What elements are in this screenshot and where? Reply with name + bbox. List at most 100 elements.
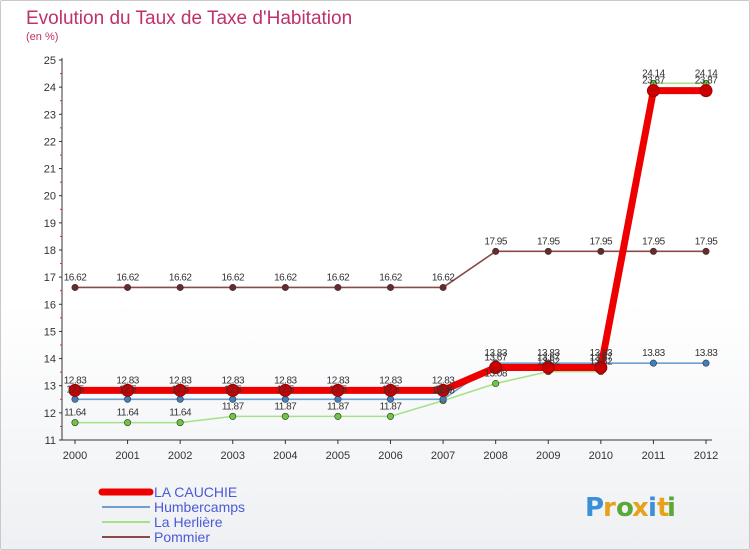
series-point xyxy=(702,247,710,255)
logo-letter: r xyxy=(603,493,616,523)
data-label: 12.5 xyxy=(329,384,347,395)
y-tick-label: 18 xyxy=(44,245,56,257)
data-label: 12.5 xyxy=(277,384,295,395)
data-label: 11.87 xyxy=(274,401,297,412)
series-point xyxy=(124,283,132,291)
logo-letter: P xyxy=(585,493,604,523)
data-label: 24.14 xyxy=(695,68,718,79)
series-layer xyxy=(68,79,713,427)
data-label: 13.83 xyxy=(695,348,718,359)
data-label: 16.62 xyxy=(221,272,244,283)
series-point xyxy=(226,383,240,397)
y-tick-label: 21 xyxy=(44,164,56,176)
data-label: 24.14 xyxy=(642,68,665,79)
y-tick-label: 14 xyxy=(44,354,56,366)
data-label: 11.64 xyxy=(117,408,140,419)
series-point xyxy=(594,361,608,375)
series-point xyxy=(176,395,184,403)
data-label: 16.62 xyxy=(64,272,87,283)
series-point xyxy=(597,247,605,255)
data-label: 12.83 xyxy=(432,375,455,386)
y-tick-label: 19 xyxy=(44,218,56,230)
series-point xyxy=(334,283,342,291)
series-point xyxy=(176,283,184,291)
data-label: 13.83 xyxy=(537,348,560,359)
data-label: 16.62 xyxy=(274,272,297,283)
data-label: 17.95 xyxy=(484,236,507,247)
data-label: 11.87 xyxy=(222,401,245,412)
series-point xyxy=(173,383,187,397)
data-label: 13.52 xyxy=(590,357,613,368)
series-point xyxy=(386,412,394,420)
data-label: 12.5 xyxy=(171,384,189,395)
y-tick-label: 23 xyxy=(44,109,56,121)
y-tick-label: 13 xyxy=(44,381,56,393)
y-tick-label: 11 xyxy=(45,435,56,447)
series-point xyxy=(439,283,447,291)
data-label: 17.95 xyxy=(695,236,718,247)
series-point xyxy=(278,383,292,397)
chart-title: Evolution du Taux de Taxe d'Habitation xyxy=(26,8,352,29)
y-tick-label: 15 xyxy=(44,326,56,338)
legend-label: LA CAUCHIE xyxy=(154,484,237,500)
series-point xyxy=(68,383,82,397)
series-point xyxy=(71,283,79,291)
series-point xyxy=(492,247,500,255)
data-labels: 12.83 12.83 12.83 12.83 12.83 12.83 12.83 12.83… xyxy=(64,68,719,419)
x-tick-label: 2006 xyxy=(378,450,402,462)
data-label: 13.67 xyxy=(590,353,613,364)
data-label: 12.5 xyxy=(382,384,400,395)
series-point xyxy=(436,383,450,397)
data-label: 23.87 xyxy=(642,76,665,87)
chart-subtitle: (en %) xyxy=(26,31,58,43)
x-tick-label: 2005 xyxy=(326,450,350,462)
data-label: 13.08 xyxy=(484,369,507,380)
data-label: 23.87 xyxy=(695,76,718,87)
logo-letter: i xyxy=(667,493,676,523)
series-line-2 xyxy=(74,82,707,424)
data-label: 13.83 xyxy=(590,348,613,359)
series-point xyxy=(71,395,79,403)
data-label: 12.45 xyxy=(432,386,455,397)
data-label: 13.67 xyxy=(484,353,507,364)
data-label: 13.83 xyxy=(642,348,665,359)
y-tick-label: 16 xyxy=(44,299,56,311)
y-tick-label: 20 xyxy=(44,191,56,203)
proxiti-logo: Pr ox i ti xyxy=(585,493,676,523)
data-label: 16.62 xyxy=(327,272,350,283)
data-label: 16.62 xyxy=(116,272,139,283)
x-tick-label: 2004 xyxy=(273,450,297,462)
data-label: 12.83 xyxy=(116,375,139,386)
x-tick-label: 2000 xyxy=(63,450,87,462)
data-label: 17.95 xyxy=(537,236,560,247)
series-point xyxy=(646,84,660,98)
y-tick-label: 25 xyxy=(44,55,56,67)
y-tick-label: 12 xyxy=(44,408,56,420)
x-tick-label: 2007 xyxy=(431,450,455,462)
series-point xyxy=(439,395,447,403)
series-point xyxy=(124,419,132,427)
series-point xyxy=(281,283,289,291)
series-point xyxy=(281,412,289,420)
series-point xyxy=(124,395,132,403)
y-tick-label: 24 xyxy=(44,82,56,94)
data-label: 12.5 xyxy=(224,384,242,395)
data-label: 11.64 xyxy=(169,408,192,419)
series-point xyxy=(176,419,184,427)
logo-letter: o xyxy=(616,493,634,523)
data-label: 16.62 xyxy=(169,272,192,283)
data-label: 12.83 xyxy=(64,375,87,386)
legend-label: Humbercamps xyxy=(154,499,245,515)
x-tick-label: 2012 xyxy=(694,450,718,462)
logo-letter: t xyxy=(657,493,669,523)
data-label: 17.95 xyxy=(642,236,665,247)
series-point xyxy=(386,283,394,291)
data-label: 11.64 xyxy=(64,408,87,419)
data-label: 16.62 xyxy=(379,272,402,283)
series-point xyxy=(331,383,345,397)
series-point xyxy=(544,247,552,255)
series-point xyxy=(229,283,237,291)
